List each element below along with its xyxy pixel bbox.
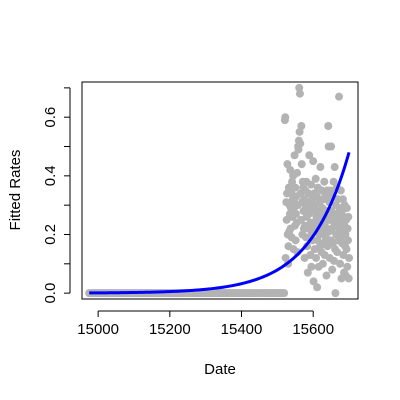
y-axis: 0.0 0.2 0.4 0.6 <box>42 87 71 304</box>
scatter-point <box>328 265 337 274</box>
scatter-point <box>295 89 304 98</box>
scatter-point <box>296 139 305 148</box>
scatter-point <box>345 253 354 262</box>
scatter-point <box>291 236 300 245</box>
scatter-point <box>320 177 329 186</box>
scatter-point <box>318 259 327 268</box>
x-tick-label: 15000 <box>77 321 119 338</box>
y-tick-label: 0.6 <box>42 107 59 128</box>
scatter-point <box>336 259 345 268</box>
scatter-point <box>312 253 321 262</box>
x-axis: 15000 15200 15400 15600 <box>77 310 334 338</box>
scatter-point <box>309 157 318 166</box>
scatter-point <box>304 189 313 198</box>
scatter-point <box>330 163 339 172</box>
scatter-point <box>335 92 343 101</box>
scatter-point <box>303 268 312 277</box>
scatter-point <box>327 142 336 151</box>
scatter-point <box>281 113 290 122</box>
scatter-points <box>85 83 354 298</box>
scatter-point <box>329 256 338 265</box>
scatter-point <box>307 262 316 271</box>
y-tick-label: 0.0 <box>42 283 59 304</box>
scatter-point <box>316 163 325 172</box>
scatter-point <box>297 121 306 130</box>
scatter-point <box>297 160 306 169</box>
x-tick-label: 15600 <box>292 321 334 338</box>
y-axis-title: Fitted Rates <box>7 150 24 231</box>
scatter-point <box>343 236 352 245</box>
scatter-point <box>344 212 353 221</box>
fitted-curve <box>89 151 351 295</box>
scatter-point <box>343 262 352 271</box>
scatter-point <box>291 183 300 192</box>
scatter-point <box>311 174 320 183</box>
scatter-point <box>305 151 314 160</box>
scatter-point <box>293 168 302 177</box>
scatter-point <box>280 289 289 298</box>
scatter-point <box>342 204 351 213</box>
scatter-point <box>322 271 331 280</box>
scatter-point <box>313 283 322 292</box>
scatter-point <box>329 177 338 186</box>
scatter-point <box>324 121 333 130</box>
x-tick-label: 15400 <box>221 321 263 338</box>
scatter-point <box>307 180 316 189</box>
scatter-point <box>344 274 353 283</box>
y-tick-label: 0.2 <box>42 224 59 245</box>
plot-frame <box>81 81 359 300</box>
x-tick-label: 15200 <box>149 321 191 338</box>
scatter-point <box>295 83 304 92</box>
scatter-point <box>309 277 318 286</box>
y-tick-label: 0.4 <box>42 165 59 186</box>
x-axis-title: Date <box>204 361 236 378</box>
scatter-point <box>290 151 299 160</box>
scatter-point <box>343 224 352 233</box>
scatter-point <box>331 289 340 298</box>
scatter-point <box>333 248 342 257</box>
scatter-point <box>342 245 351 254</box>
scatter-point <box>291 209 300 218</box>
